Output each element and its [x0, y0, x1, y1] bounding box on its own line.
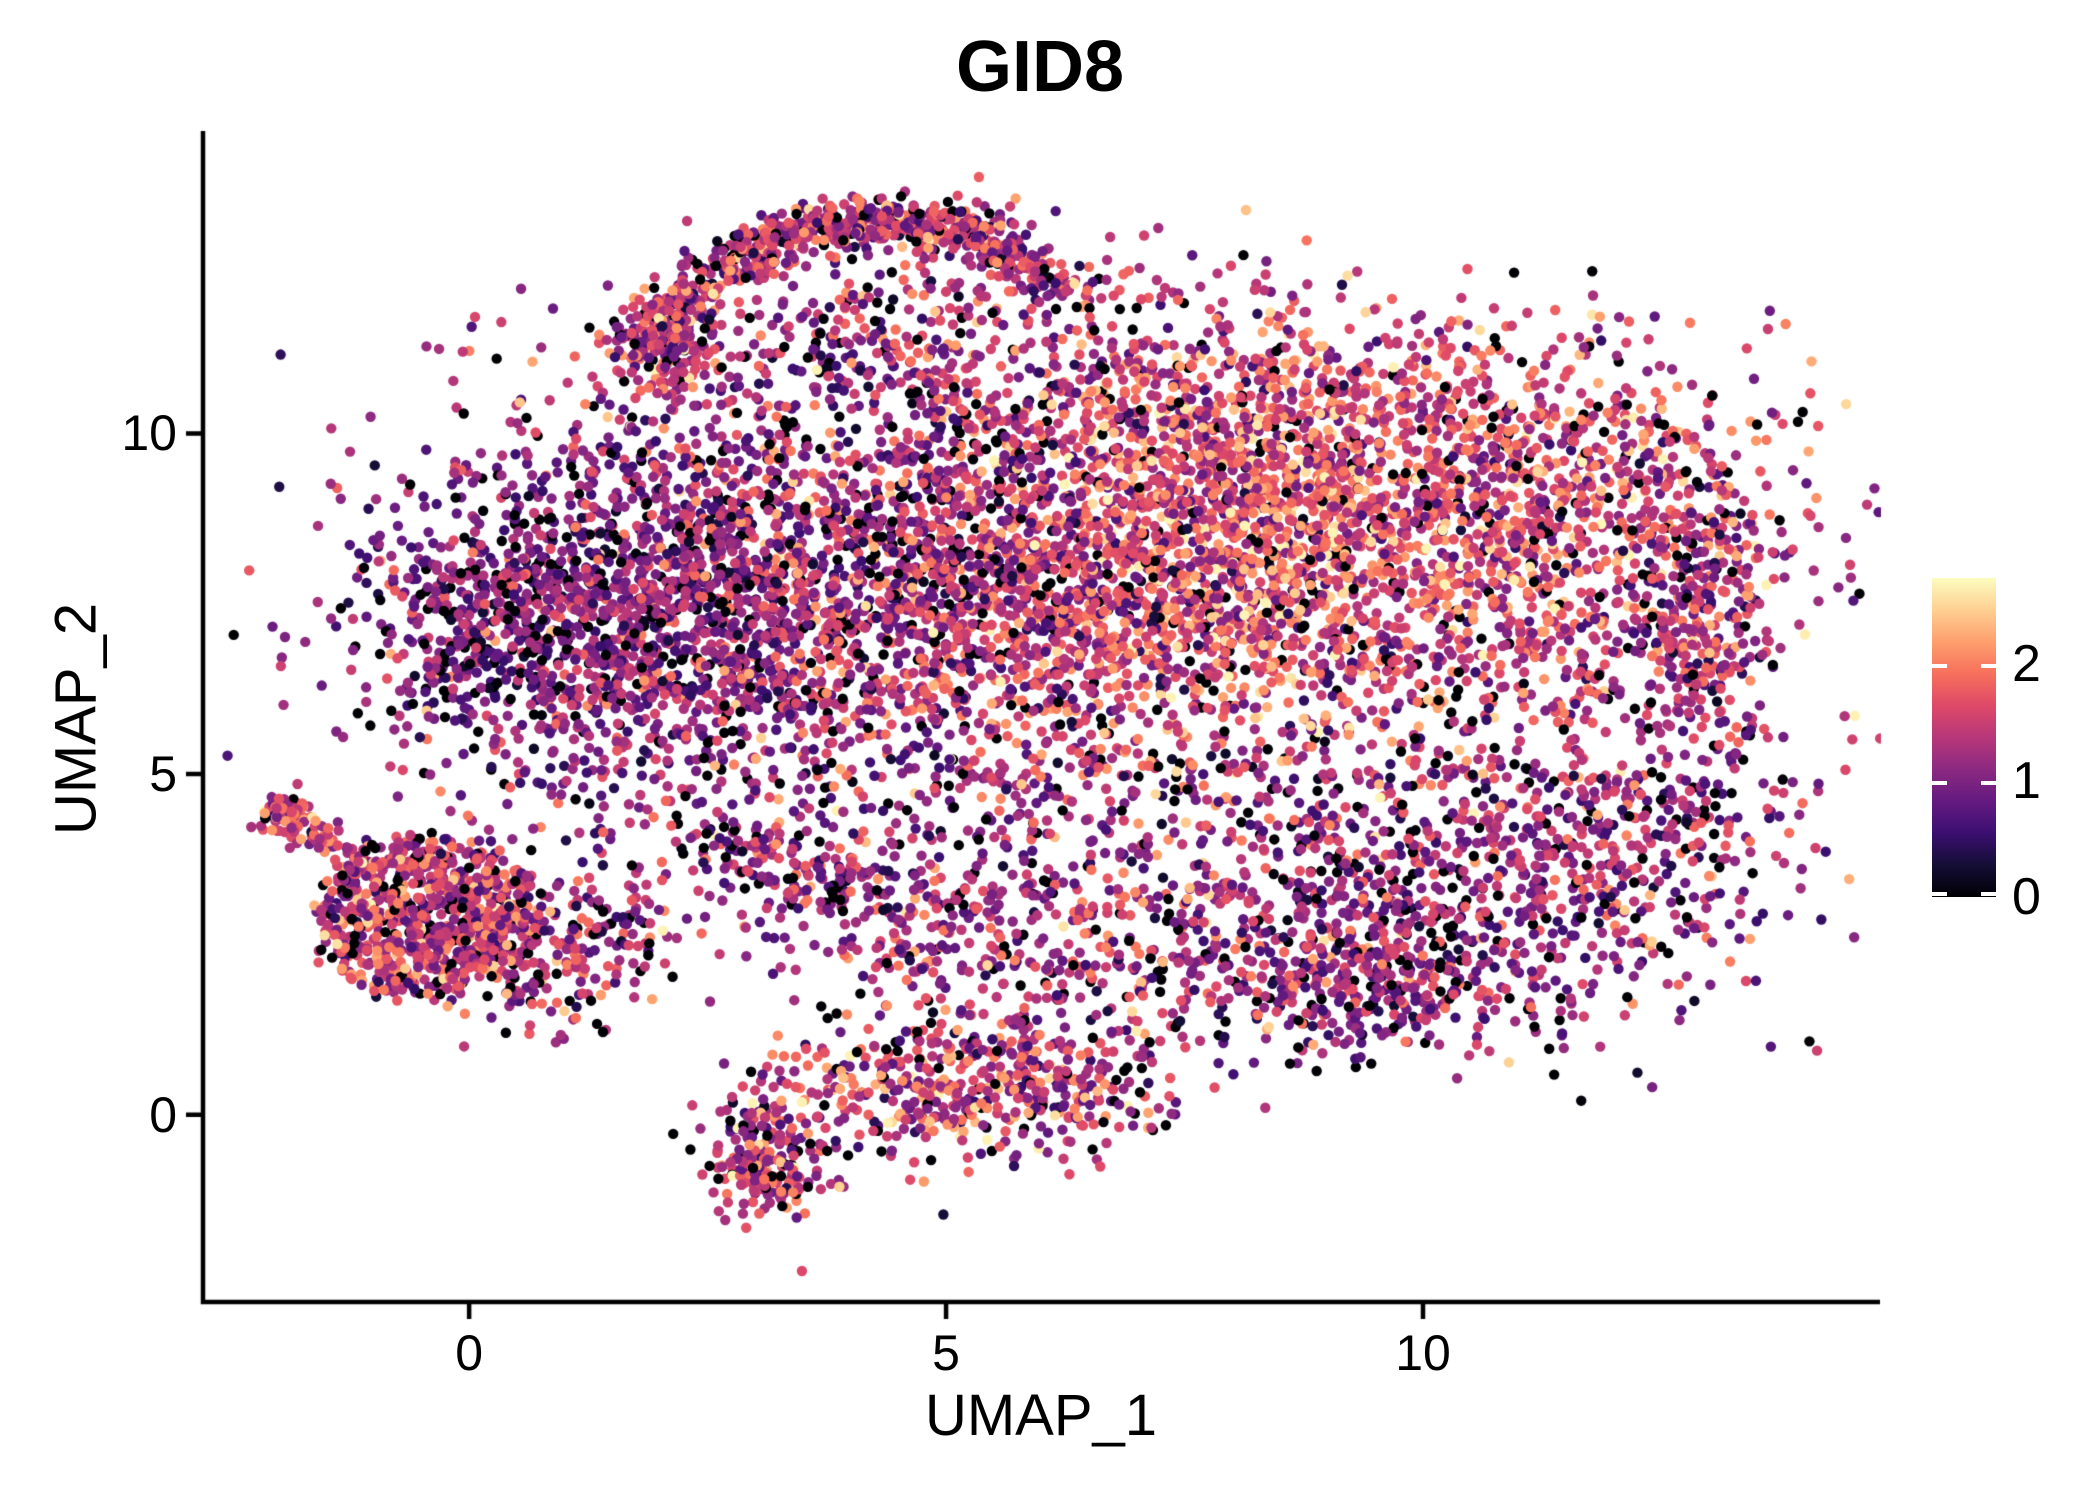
x-axis-title: UMAP_1 [924, 1383, 1158, 1448]
y-tick-label: 5 [149, 746, 177, 803]
x-tick-label: 0 [455, 1325, 484, 1381]
colorbar-tick-label: 2 [2012, 635, 2041, 694]
colorbar-tick-mark [1981, 780, 1996, 785]
colorbar-tick-label: 1 [2012, 751, 2041, 810]
y-axis-title: UMAP_2 [43, 602, 109, 836]
colorbar-gradient [1932, 578, 1996, 897]
colorbar-tick-mark [1932, 892, 1947, 896]
x-tick-label: 5 [932, 1325, 960, 1381]
x-tick-label: 10 [1395, 1325, 1451, 1381]
colorbar-tick-label: 0 [2012, 868, 2041, 926]
y-tick-label: 10 [121, 405, 177, 462]
colorbar-tick-mark [1932, 780, 1947, 785]
colorbar-tick-mark [1981, 892, 1996, 896]
colorbar-tick-mark [1932, 664, 1947, 669]
colorbar-tick-mark [1981, 664, 1996, 669]
chart-title: GID8 [955, 27, 1125, 107]
y-tick-label: 0 [149, 1086, 177, 1143]
